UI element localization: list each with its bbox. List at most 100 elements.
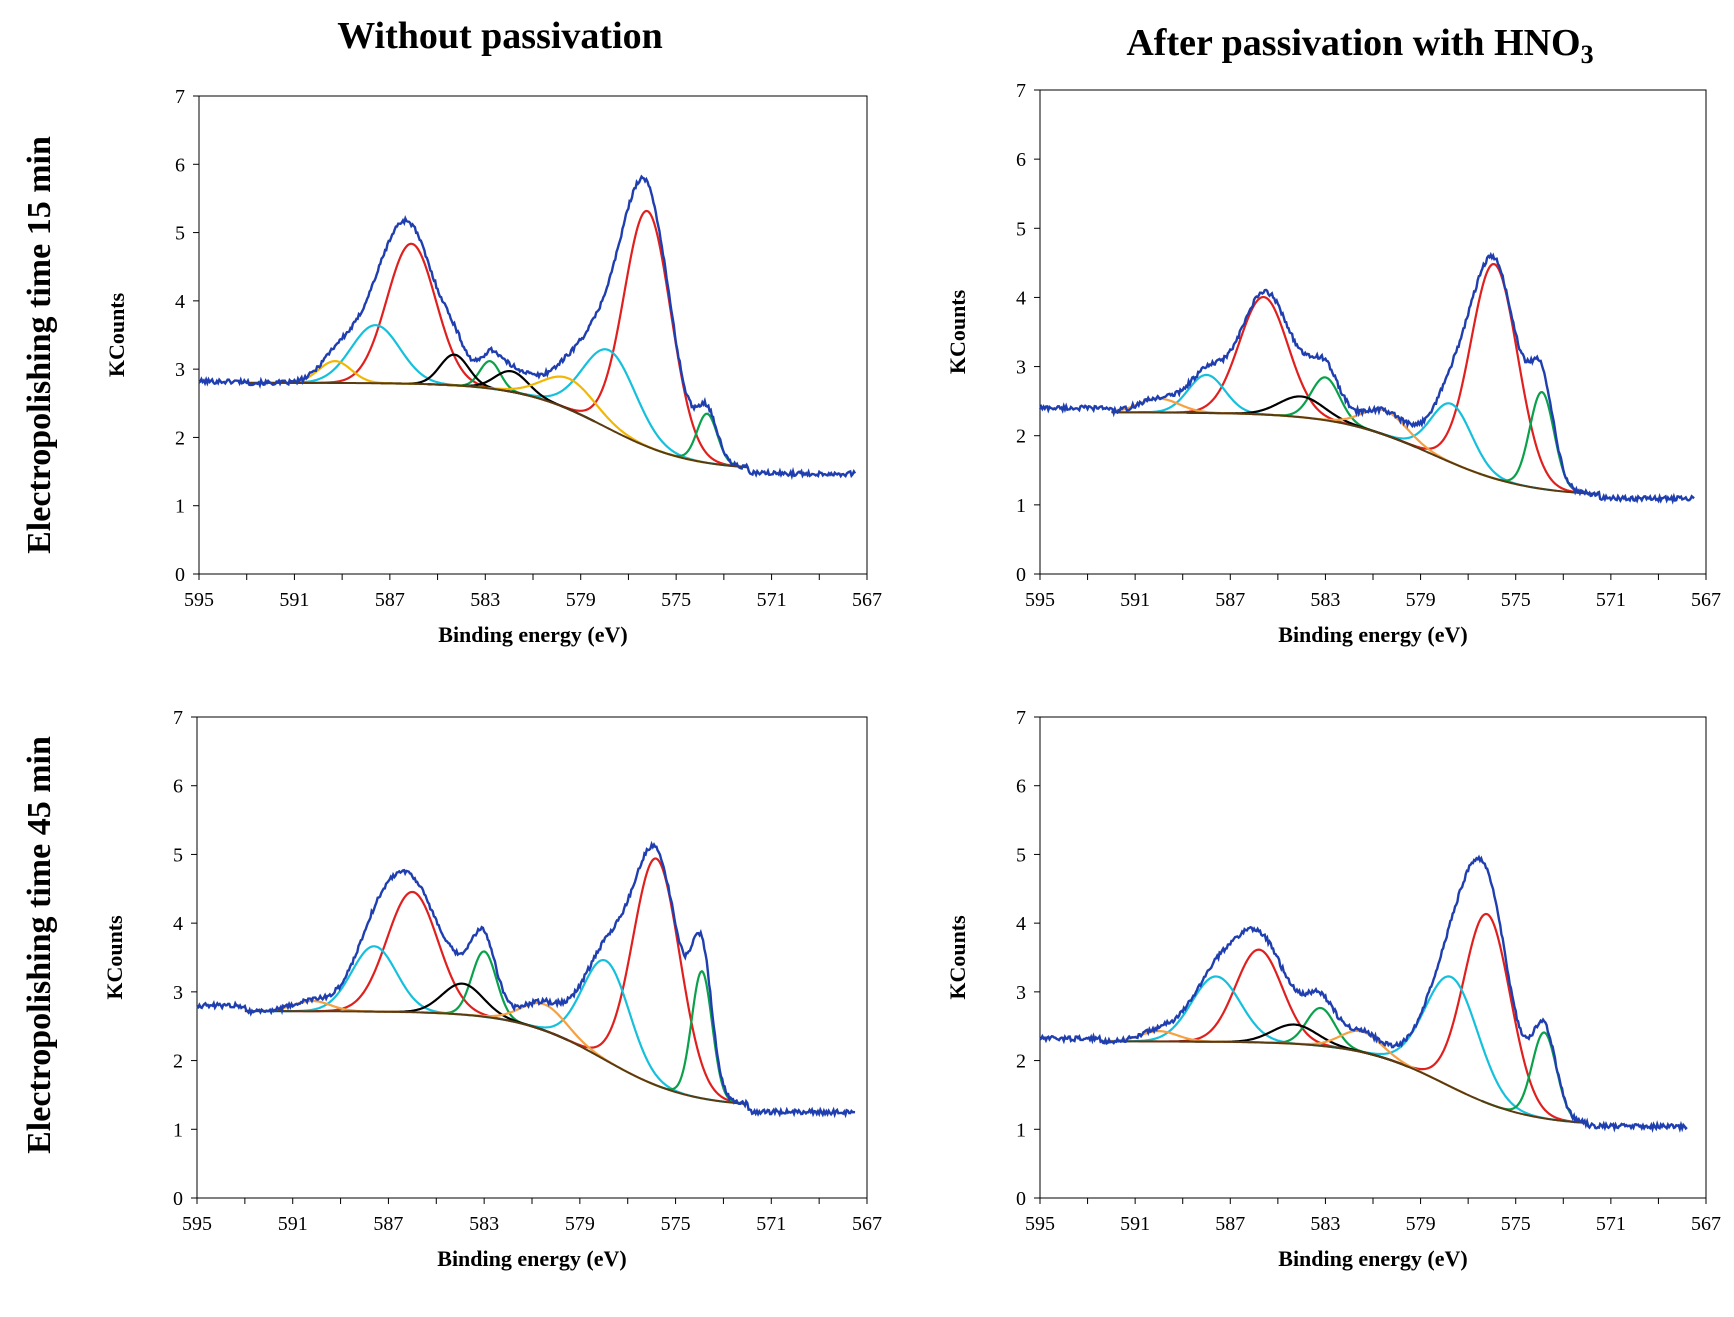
background-line bbox=[1099, 1040, 1588, 1124]
plot-area bbox=[196, 716, 868, 1199]
y-tick-label: 2 bbox=[175, 427, 185, 449]
y-tick-label: 7 bbox=[1016, 80, 1026, 102]
x-tick-label: 579 bbox=[566, 589, 596, 611]
y-axis-label: KCounts bbox=[945, 289, 970, 374]
peak-yellow-10 bbox=[432, 375, 705, 464]
y-tick-label: 2 bbox=[173, 1051, 183, 1073]
background-line bbox=[246, 381, 748, 469]
y-tick-label: 3 bbox=[173, 982, 183, 1004]
x-tick-label: 587 bbox=[375, 589, 405, 611]
y-tick-label: 4 bbox=[173, 913, 183, 935]
x-tick-label: 575 bbox=[661, 589, 691, 611]
y-tick-label: 0 bbox=[1016, 1188, 1026, 1210]
y-tick-label: 2 bbox=[1016, 426, 1026, 448]
peak-black-7 bbox=[1179, 1023, 1410, 1069]
y-tick-label: 7 bbox=[175, 86, 185, 108]
x-tick-label: 591 bbox=[1120, 589, 1150, 611]
y-tick-label: 3 bbox=[1016, 357, 1026, 379]
y-tick-label: 4 bbox=[175, 291, 185, 313]
x-tick-label: 567 bbox=[1691, 1213, 1721, 1235]
y-tick-label: 1 bbox=[175, 496, 185, 518]
plot-area bbox=[198, 95, 868, 575]
row-title-15-min: Electropolishing time 15 min bbox=[21, 136, 58, 554]
y-tick-label: 6 bbox=[175, 154, 185, 176]
y-tick-label: 5 bbox=[1016, 844, 1026, 866]
x-tick-label: 567 bbox=[852, 1213, 882, 1235]
x-tick-label: 575 bbox=[661, 1213, 691, 1235]
y-axis-label: KCounts bbox=[945, 915, 970, 1000]
peak-green-5 bbox=[420, 950, 547, 1033]
peak-green-6 bbox=[654, 412, 748, 469]
peak-cyan-3 bbox=[1112, 373, 1301, 419]
x-tick-label: 571 bbox=[1596, 1213, 1626, 1235]
y-tick-label: 0 bbox=[1016, 564, 1026, 586]
x-tick-label: 591 bbox=[278, 1213, 308, 1235]
x-tick-label: 571 bbox=[757, 589, 787, 611]
y-axis-label: KCounts bbox=[102, 915, 127, 1000]
y-tick-label: 5 bbox=[173, 844, 183, 866]
column-title-after-passivation-text: After passivation with HNO bbox=[1126, 22, 1580, 64]
x-tick-label: 579 bbox=[565, 1213, 595, 1235]
y-tick-label: 0 bbox=[175, 564, 185, 586]
x-tick-label: 583 bbox=[469, 1213, 499, 1235]
y-tick-label: 5 bbox=[1016, 218, 1026, 240]
x-tick-label: 583 bbox=[1310, 589, 1340, 611]
y-tick-label: 1 bbox=[1016, 1119, 1026, 1141]
y-tick-label: 1 bbox=[173, 1119, 183, 1141]
peak-red-1 bbox=[1138, 948, 1380, 1058]
background-line bbox=[1111, 411, 1600, 496]
peak-red-2 bbox=[535, 857, 748, 1105]
column-title-subscript: 3 bbox=[1581, 40, 1594, 69]
x-tick-label: 567 bbox=[852, 589, 882, 611]
y-tick-label: 0 bbox=[173, 1188, 183, 1210]
plot-area bbox=[1039, 89, 1707, 575]
y-tick-label: 1 bbox=[1016, 495, 1026, 517]
y-tick-label: 3 bbox=[175, 359, 185, 381]
x-tick-label: 587 bbox=[373, 1213, 403, 1235]
x-tick-label: 587 bbox=[1215, 1213, 1245, 1235]
x-tick-label: 571 bbox=[1596, 589, 1626, 611]
column-title-after-passivation: After passivation with HNO3 bbox=[1126, 22, 1593, 69]
x-tick-label: 591 bbox=[279, 589, 309, 611]
column-title-without-passivation: Without passivation bbox=[337, 15, 663, 57]
peak-red-2 bbox=[1373, 262, 1599, 496]
x-tick-label: 583 bbox=[470, 589, 500, 611]
y-tick-label: 6 bbox=[1016, 776, 1026, 798]
y-tick-label: 6 bbox=[173, 776, 183, 798]
x-tick-label: 579 bbox=[1406, 1213, 1436, 1235]
x-axis-label: Binding energy (eV) bbox=[438, 622, 627, 647]
y-tick-label: 4 bbox=[1016, 287, 1026, 309]
x-tick-label: 583 bbox=[1310, 1213, 1340, 1235]
peak-red-2 bbox=[1366, 912, 1587, 1124]
x-tick-label: 587 bbox=[1215, 589, 1245, 611]
x-axis-label: Binding energy (eV) bbox=[1278, 1246, 1467, 1271]
x-tick-label: 575 bbox=[1501, 1213, 1531, 1235]
x-axis-label: Binding energy (eV) bbox=[1278, 622, 1467, 647]
peak-red-1 bbox=[280, 890, 545, 1032]
y-tick-label: 3 bbox=[1016, 982, 1026, 1004]
x-tick-label: 571 bbox=[756, 1213, 786, 1235]
x-tick-label: 595 bbox=[184, 589, 214, 611]
x-tick-label: 575 bbox=[1501, 589, 1531, 611]
x-tick-label: 595 bbox=[1025, 1213, 1055, 1235]
background-line bbox=[244, 1010, 748, 1105]
row-title-45-min: Electropolishing time 45 min bbox=[21, 736, 58, 1154]
y-tick-label: 7 bbox=[173, 707, 183, 729]
peak-black-7 bbox=[1186, 395, 1417, 449]
y-tick-label: 6 bbox=[1016, 149, 1026, 171]
y-tick-label: 7 bbox=[1016, 707, 1026, 729]
x-tick-label: 579 bbox=[1406, 589, 1436, 611]
y-tick-label: 4 bbox=[1016, 913, 1026, 935]
x-tick-label: 591 bbox=[1120, 1213, 1150, 1235]
experimental-envelope bbox=[1039, 854, 1688, 1133]
y-axis-label: KCounts bbox=[104, 292, 129, 377]
experimental-envelope bbox=[1038, 251, 1695, 505]
x-tick-label: 595 bbox=[182, 1213, 212, 1235]
y-tick-label: 5 bbox=[175, 223, 185, 245]
